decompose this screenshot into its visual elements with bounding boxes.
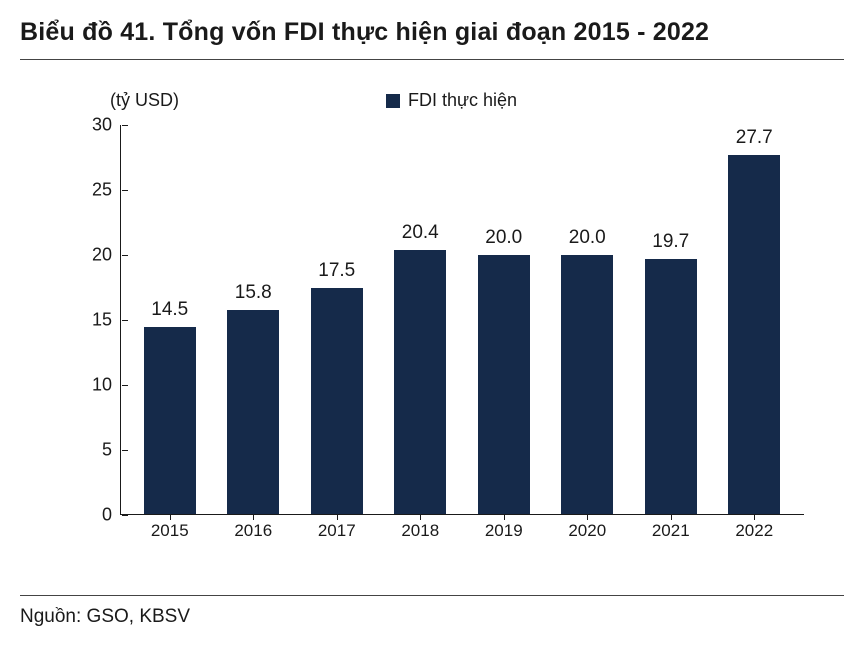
bar-value-label: 20.0: [485, 227, 522, 249]
y-tick-label: 20: [92, 244, 112, 265]
bar-value-label: 20.0: [569, 227, 606, 249]
bar-slot: 15.8: [212, 125, 296, 515]
bar: [728, 155, 780, 515]
bar-value-label: 17.5: [318, 260, 355, 282]
x-tick-label: 2017: [295, 515, 379, 545]
bar: [561, 255, 613, 515]
y-axis: 051015202530: [60, 125, 120, 515]
chart-title: Biểu đồ 41. Tổng vốn FDI thực hiện giai …: [20, 18, 844, 47]
bar: [394, 250, 446, 515]
x-tick-label: 2016: [212, 515, 296, 545]
legend-swatch: [386, 94, 400, 108]
bar: [645, 259, 697, 515]
bar-value-label: 27.7: [736, 127, 773, 149]
y-tick-label: 10: [92, 374, 112, 395]
source-text: Nguồn: GSO, KBSV: [20, 606, 844, 628]
bar-value-label: 20.4: [402, 222, 439, 244]
x-tick-label: 2022: [713, 515, 797, 545]
y-tick-label: 0: [102, 505, 112, 526]
chart-area: (tỷ USD) FDI thực hiện 0 5 10 15 20 25 30 14.5…: [20, 70, 844, 579]
bar-slot: 19.7: [629, 125, 713, 515]
x-tick-label: 2020: [546, 515, 630, 545]
y-unit-label: (tỷ USD): [110, 90, 179, 111]
x-tick-label: 2015: [128, 515, 212, 545]
bar-slot: 20.0: [462, 125, 546, 515]
y-tick-label: 15: [92, 310, 112, 331]
bar: [227, 310, 279, 515]
bar-slot: 14.5: [128, 125, 212, 515]
bars-group: 14.5 15.8 17.5 20.4 20.0 20.0 19.7 27.7: [120, 125, 804, 515]
title-block: Biểu đồ 41. Tổng vốn FDI thực hiện giai …: [20, 18, 844, 60]
bar-value-label: 15.8: [235, 282, 272, 304]
legend: FDI thực hiện: [386, 90, 517, 111]
bar-value-label: 19.7: [652, 231, 689, 253]
chart-container: Biểu đồ 41. Tổng vốn FDI thực hiện giai …: [0, 0, 864, 646]
source-block: Nguồn: GSO, KBSV: [20, 595, 844, 628]
legend-label: FDI thực hiện: [408, 90, 517, 111]
y-tick-label: 30: [92, 115, 112, 136]
bar-value-label: 14.5: [151, 299, 188, 321]
x-tick-label: 2019: [462, 515, 546, 545]
bar: [478, 255, 530, 515]
x-tick-label: 2021: [629, 515, 713, 545]
x-axis-ticks: 20152016201720182019202020212022: [120, 515, 804, 545]
plot: 051015202530 14.515.817.520.420.020.019.…: [60, 125, 804, 545]
x-tick-label: 2018: [379, 515, 463, 545]
bar-slot: 17.5: [295, 125, 379, 515]
bar: [144, 327, 196, 516]
y-tick-label: 25: [92, 179, 112, 200]
y-tick-label: 5: [102, 440, 112, 461]
bar-slot: 27.7: [713, 125, 797, 515]
bar-slot: 20.4: [379, 125, 463, 515]
bar-slot: 20.0: [546, 125, 630, 515]
legend-row: (tỷ USD) FDI thực hiện: [60, 90, 804, 111]
bar: [311, 288, 363, 516]
